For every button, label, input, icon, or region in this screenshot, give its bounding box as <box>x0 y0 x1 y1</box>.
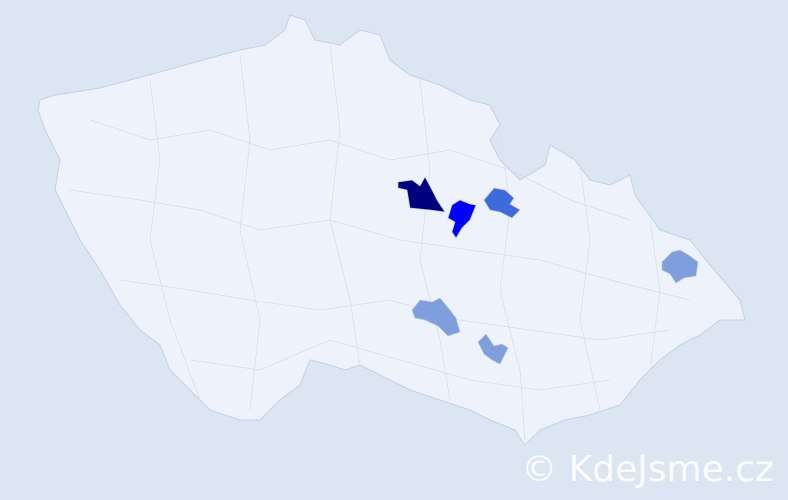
district-low-1[interactable] <box>661 249 699 284</box>
country-outline <box>37 14 746 446</box>
district-low-2[interactable] <box>411 297 461 337</box>
district-medium[interactable] <box>483 187 521 219</box>
district-high[interactable] <box>447 199 477 239</box>
district-borders <box>69 44 691 441</box>
district-low-3[interactable] <box>477 333 509 365</box>
watermark: © KdeJsme.cz <box>521 449 774 490</box>
district-highest[interactable] <box>397 176 446 213</box>
